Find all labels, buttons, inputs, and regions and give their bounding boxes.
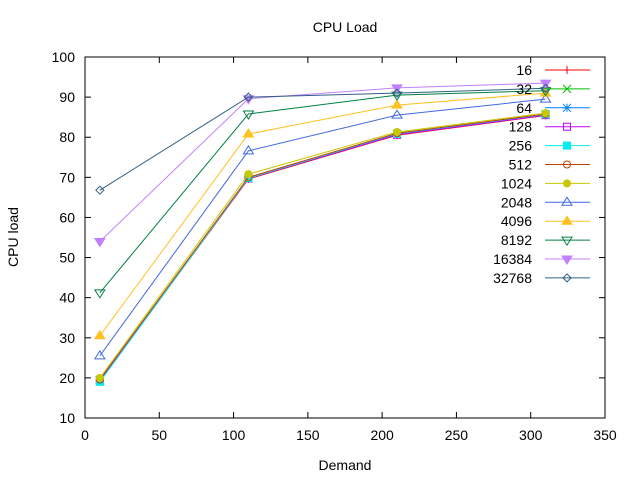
data-point	[93, 289, 106, 299]
legend-label: 32	[516, 81, 532, 97]
data-point	[563, 160, 571, 169]
data-point	[242, 128, 255, 138]
y-tick-label: 90	[59, 89, 75, 105]
data-point	[541, 109, 550, 118]
series-line	[99, 113, 546, 383]
x-tick-label: 250	[445, 427, 469, 443]
legend: 16 32 64 128 256 512 1024 2048 4096 8192 16384 3276…	[493, 62, 590, 286]
y-tick-label: 30	[59, 330, 75, 346]
y-tick-label: 20	[59, 370, 75, 386]
legend-label: 64	[516, 100, 532, 116]
y-axis-label: CPU load	[5, 207, 21, 267]
series-32768	[95, 83, 551, 195]
legend-label: 4096	[501, 213, 532, 229]
data-point	[244, 170, 253, 179]
chart-title: CPU Load	[313, 19, 378, 35]
x-tick-label: 200	[370, 427, 394, 443]
x-tick-label: 100	[222, 427, 246, 443]
y-tick-label: 80	[59, 129, 75, 145]
data-point	[393, 128, 401, 137]
legend-label: 512	[509, 157, 533, 173]
data-point	[561, 255, 573, 265]
data-point	[562, 273, 572, 283]
data-point	[563, 66, 571, 74]
data-point	[95, 373, 104, 382]
plot-frame	[84, 56, 606, 419]
x-tick-label: 350	[593, 427, 617, 443]
y-tick-label: 10	[59, 410, 75, 426]
data-point	[242, 144, 255, 155]
y-tick-label: 40	[59, 290, 75, 306]
legend-label: 16384	[493, 251, 532, 267]
series-line	[99, 113, 546, 380]
series-line	[99, 87, 546, 191]
x-tick-label: 300	[519, 427, 543, 443]
y-tick-label: 60	[59, 209, 75, 225]
x-axis-label: Demand	[319, 457, 372, 473]
series-line	[99, 98, 546, 357]
data-point	[391, 109, 403, 119]
x-tick-label: 50	[151, 427, 167, 443]
series-32	[95, 110, 550, 385]
y-tick-label: 100	[52, 49, 76, 65]
legend-label: 16	[516, 62, 532, 78]
y-tick-label: 70	[59, 169, 75, 185]
data-point	[242, 110, 255, 120]
data-point	[561, 236, 573, 247]
data-point	[561, 196, 573, 206]
data-point	[93, 329, 106, 340]
data-point	[540, 83, 551, 93]
y-tick-label: 50	[59, 250, 75, 266]
series-line	[99, 114, 546, 381]
series-line	[99, 92, 546, 337]
series-line	[99, 82, 546, 242]
series-512	[95, 109, 550, 384]
data-point	[392, 88, 402, 98]
data-point	[563, 141, 571, 150]
x-tick-label: 150	[296, 427, 320, 443]
legend-label: 8192	[501, 232, 532, 248]
series-4096	[93, 87, 552, 340]
series-2048	[93, 93, 552, 360]
series-64	[95, 110, 550, 385]
series-line	[99, 113, 546, 381]
series-1024	[95, 109, 550, 382]
data-point	[95, 185, 105, 195]
data-point	[563, 122, 571, 131]
series-line	[99, 90, 546, 294]
data-point	[562, 103, 572, 113]
x-tick-label: 0	[81, 427, 89, 443]
series-line	[99, 112, 546, 379]
legend-label: 1024	[501, 175, 532, 191]
data-point	[93, 238, 106, 248]
data-point	[391, 99, 403, 109]
data-point	[563, 179, 571, 188]
data-point	[93, 349, 106, 360]
legend-label: 2048	[501, 194, 532, 210]
data-point	[561, 215, 573, 225]
data-point	[242, 95, 255, 105]
legend-label: 32768	[493, 270, 532, 286]
data-point	[562, 84, 572, 94]
legend-label: 256	[509, 138, 533, 154]
series-16384	[93, 79, 552, 248]
data-point	[539, 93, 552, 103]
data-point	[243, 92, 254, 102]
legend-label: 128	[509, 119, 533, 135]
